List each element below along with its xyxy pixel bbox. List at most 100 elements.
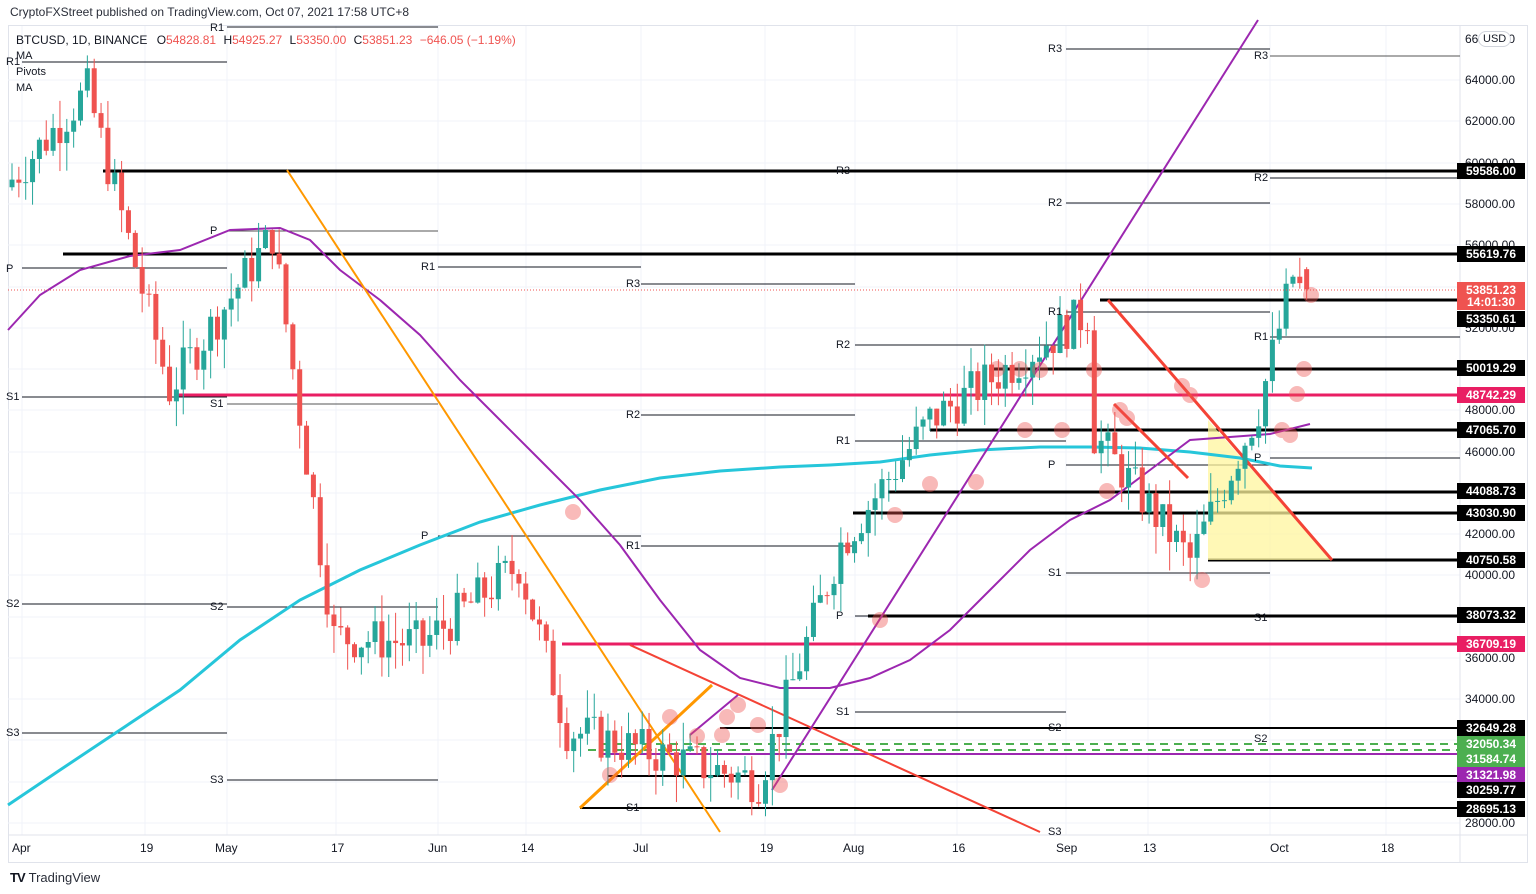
- pivot-label-s1-oct: S1: [1254, 612, 1268, 624]
- time-tick: Jul: [633, 841, 649, 855]
- publisher-caption: CryptoFXStreet published on TradingView.…: [10, 5, 409, 19]
- pivot-label-s2-oct: S2: [1254, 733, 1268, 745]
- pivot-label-r3-jul: R3: [626, 278, 641, 290]
- price-badge: 50019.29: [1457, 360, 1525, 376]
- pivot-label-r1-jul: R1: [626, 540, 641, 552]
- price-badge: 43030.90: [1457, 505, 1525, 521]
- trendline-orange-down: [286, 169, 721, 833]
- pivot-label-r1-left: R1: [6, 56, 21, 68]
- pivot-label-p-may: P: [210, 225, 218, 237]
- change-value: −646.05 (−1.19%): [419, 33, 516, 47]
- price-badge: 48742.29: [1457, 387, 1525, 403]
- pivot-label-r1-aug: R1: [836, 435, 851, 447]
- pivot-label-s2-may: S2: [210, 601, 224, 613]
- pivot-label-r3-aug: R3: [836, 165, 851, 177]
- price-tick: 34000.00: [1464, 692, 1516, 706]
- pivot-label-p-oct: P: [1254, 452, 1262, 464]
- trendline-red-sep: [1106, 299, 1334, 561]
- trendline-purple-up: [771, 19, 1259, 791]
- time-tick: 19: [760, 841, 774, 855]
- price-badge: 14:01:30: [1457, 294, 1525, 310]
- pivot-label-s1-left: S1: [6, 391, 20, 403]
- time-tick: 17: [331, 841, 345, 855]
- price-badge: 53350.61: [1457, 311, 1525, 327]
- pivot-label-r1-jun: R1: [421, 261, 436, 273]
- pivot-label-p-aug: P: [836, 610, 844, 622]
- pivot-label-r2-jul: R2: [626, 409, 641, 421]
- tradingview-logo[interactable]: TV TradingView: [10, 870, 100, 885]
- price-tick: 46000.00: [1464, 445, 1516, 459]
- price-badge: 31584.74: [1457, 751, 1525, 767]
- pivot-label-s1-sep: S1: [1048, 567, 1062, 579]
- price-tick: 42000.00: [1464, 527, 1516, 541]
- price-badge: 40750.58: [1457, 552, 1525, 568]
- price-tick: 62000.00: [1464, 114, 1516, 128]
- price-tick: 48000.00: [1464, 403, 1516, 417]
- pivot-label-s1-may: S1: [210, 398, 224, 410]
- pivot-label-s3-may: S3: [210, 774, 224, 786]
- time-tick: 18: [1381, 841, 1395, 855]
- pivot-label-p-jun: P: [421, 530, 429, 542]
- price-tick: 64000.00: [1464, 73, 1516, 87]
- tv-brand-text: TradingView: [28, 870, 101, 885]
- price-badge: 44088.73: [1457, 483, 1525, 499]
- chart-frame[interactable]: [8, 25, 1528, 863]
- pivot-label-r2-oct: R2: [1254, 172, 1269, 184]
- time-tick: Sep: [1056, 841, 1078, 855]
- time-tick: Jun: [428, 841, 448, 855]
- pivot-label-p-sep: P: [1048, 459, 1056, 471]
- pivot-label-s1-aug: S1: [836, 706, 850, 718]
- open-value: 54828.81: [166, 33, 217, 47]
- price-badge: 38073.32: [1457, 607, 1525, 623]
- pivot-label-r1-sep: R1: [1048, 306, 1063, 318]
- pivot-label-r2-sep: R2: [1048, 197, 1063, 209]
- price-tick: 40000.00: [1464, 568, 1516, 582]
- indicator-ma-2[interactable]: MA: [16, 82, 33, 94]
- pivot-label-s1-jul: S1: [626, 802, 640, 814]
- time-tick: Oct: [1270, 841, 1289, 855]
- price-badge: 30259.77: [1457, 782, 1525, 798]
- price-badge: 55619.76: [1457, 246, 1525, 262]
- trendline-red-short: [1112, 402, 1190, 480]
- price-badge: 59586.00: [1457, 163, 1525, 179]
- indicator-pivots[interactable]: Pivots: [16, 66, 46, 78]
- indicator-ma-1[interactable]: MA: [16, 50, 33, 62]
- price-tick: 28000.00: [1464, 816, 1516, 830]
- trendline-orange-up: [578, 683, 714, 810]
- touch-markers: [565, 287, 1319, 793]
- price-badge: 32649.28: [1457, 720, 1525, 736]
- pivot-lines: [22, 26, 1460, 809]
- pivot-label-s2-left: S2: [6, 598, 20, 610]
- price-badge: 32050.34: [1457, 736, 1525, 752]
- time-tick: 16: [952, 841, 966, 855]
- chart-legend: BTCUSD, 1D, BINANCE O54828.81 H54925.27 …: [16, 33, 516, 47]
- pivot-label-r2-aug: R2: [836, 339, 851, 351]
- price-badge: 31321.98: [1457, 767, 1525, 783]
- ma-fast: [7, 226, 1311, 689]
- pivot-label-r1: R1: [210, 22, 225, 34]
- price-badge: 47065.70: [1457, 422, 1525, 438]
- currency-badge[interactable]: USD: [1478, 31, 1512, 47]
- pivot-label-p-left: P: [6, 263, 14, 275]
- time-tick: Aug: [843, 841, 865, 855]
- time-tick: 19: [140, 841, 154, 855]
- pivot-label-r1-oct: R1: [1254, 331, 1269, 343]
- price-tick: 36000.00: [1464, 651, 1516, 665]
- trendline-red-down: [629, 644, 1041, 833]
- time-tick: Apr: [12, 841, 31, 855]
- time-tick: 14: [521, 841, 535, 855]
- pivot-label-s2-sep: S2: [1048, 722, 1062, 734]
- pivot-label-r3-oct: R3: [1254, 50, 1269, 62]
- close-value: 53851.23: [362, 33, 413, 47]
- pivot-label-s3-sep: S3: [1048, 826, 1062, 838]
- symbol-label: BTCUSD, 1D, BINANCE: [16, 33, 148, 47]
- time-tick: 13: [1143, 841, 1157, 855]
- channel-purple-small: [689, 694, 739, 736]
- price-tick: 58000.00: [1464, 197, 1516, 211]
- pivot-label-s3-left: S3: [6, 727, 20, 739]
- candles: [9, 55, 1310, 817]
- pivot-label-r3-sep: R3: [1048, 43, 1063, 55]
- time-tick: May: [215, 841, 238, 855]
- low-value: 53350.00: [296, 33, 347, 47]
